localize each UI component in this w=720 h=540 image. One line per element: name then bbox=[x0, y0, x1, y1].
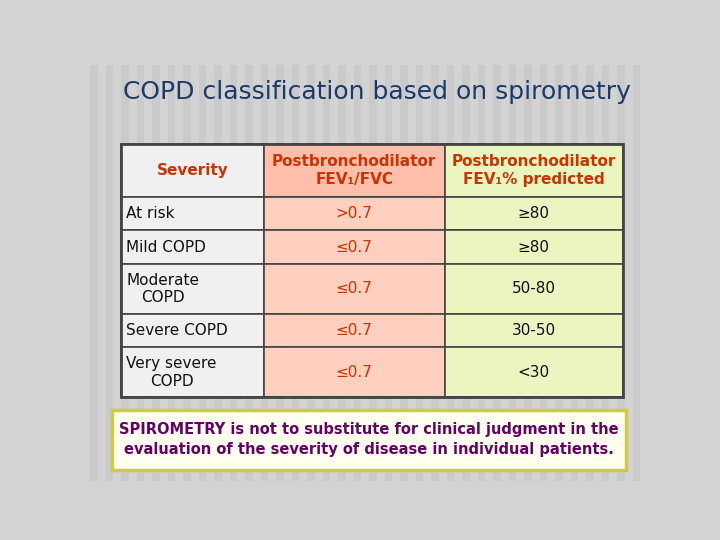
Bar bbox=[121, 144, 264, 197]
Bar bbox=[264, 197, 445, 231]
Text: Postbronchodilator
FEV₁/FVC: Postbronchodilator FEV₁/FVC bbox=[272, 154, 436, 187]
Bar bbox=[445, 314, 623, 347]
Bar bbox=[369, 65, 377, 481]
Bar bbox=[632, 65, 640, 481]
Text: ≥80: ≥80 bbox=[518, 240, 550, 255]
Text: Very severe
COPD: Very severe COPD bbox=[126, 356, 217, 389]
Bar bbox=[570, 65, 578, 481]
Bar bbox=[384, 65, 392, 481]
Bar bbox=[230, 65, 238, 481]
Text: ≤0.7: ≤0.7 bbox=[336, 281, 373, 296]
Bar bbox=[264, 231, 445, 264]
Bar bbox=[121, 197, 264, 231]
Bar bbox=[264, 347, 445, 397]
Bar bbox=[245, 65, 253, 481]
Text: ≥80: ≥80 bbox=[518, 206, 550, 221]
Bar bbox=[214, 65, 222, 481]
Bar bbox=[400, 65, 408, 481]
Bar bbox=[121, 314, 264, 347]
Bar bbox=[264, 144, 445, 197]
Bar bbox=[152, 65, 160, 481]
Bar bbox=[121, 144, 623, 397]
Bar bbox=[292, 65, 300, 481]
Text: COPD classification based on spirometry: COPD classification based on spirometry bbox=[124, 80, 631, 104]
Bar bbox=[354, 65, 361, 481]
Text: Postbronchodilator
FEV₁% predicted: Postbronchodilator FEV₁% predicted bbox=[451, 154, 616, 187]
Bar bbox=[137, 65, 144, 481]
Bar bbox=[445, 144, 623, 197]
Bar bbox=[445, 347, 623, 397]
Text: Mild COPD: Mild COPD bbox=[126, 240, 206, 255]
Text: Moderate
COPD: Moderate COPD bbox=[126, 273, 199, 305]
Bar bbox=[90, 65, 98, 481]
Bar bbox=[508, 65, 516, 481]
Bar bbox=[307, 65, 315, 481]
Bar bbox=[445, 264, 623, 314]
Bar bbox=[462, 65, 469, 481]
Bar bbox=[338, 65, 346, 481]
Bar bbox=[477, 65, 485, 481]
Bar bbox=[445, 231, 623, 264]
Bar bbox=[617, 65, 625, 481]
Bar bbox=[261, 65, 269, 481]
Bar bbox=[586, 65, 594, 481]
Bar bbox=[168, 65, 175, 481]
Text: >0.7: >0.7 bbox=[336, 206, 373, 221]
Bar bbox=[539, 65, 547, 481]
Bar bbox=[106, 65, 113, 481]
Bar bbox=[524, 65, 532, 481]
Text: 30-50: 30-50 bbox=[512, 323, 556, 338]
Text: evaluation of the severity of disease in individual patients.: evaluation of the severity of disease in… bbox=[124, 442, 614, 457]
Text: ≤0.7: ≤0.7 bbox=[336, 323, 373, 338]
Text: SPIROMETRY is not to substitute for clinical judgment in the: SPIROMETRY is not to substitute for clin… bbox=[120, 422, 618, 437]
Bar bbox=[121, 65, 129, 481]
Bar bbox=[323, 65, 330, 481]
Bar bbox=[445, 197, 623, 231]
Bar bbox=[493, 65, 500, 481]
Bar bbox=[264, 314, 445, 347]
Text: <30: <30 bbox=[518, 365, 550, 380]
Bar bbox=[601, 65, 609, 481]
Bar bbox=[121, 264, 264, 314]
Text: ≤0.7: ≤0.7 bbox=[336, 365, 373, 380]
Bar bbox=[431, 65, 438, 481]
Text: At risk: At risk bbox=[126, 206, 175, 221]
Text: Severity: Severity bbox=[156, 163, 228, 178]
Bar bbox=[446, 65, 454, 481]
Bar bbox=[199, 65, 206, 481]
Bar bbox=[264, 264, 445, 314]
Text: 50-80: 50-80 bbox=[512, 281, 556, 296]
Text: ≤0.7: ≤0.7 bbox=[336, 240, 373, 255]
Bar bbox=[183, 65, 191, 481]
Bar bbox=[276, 65, 284, 481]
Text: Severe COPD: Severe COPD bbox=[126, 323, 228, 338]
Bar bbox=[112, 410, 626, 470]
Bar bbox=[415, 65, 423, 481]
Bar bbox=[555, 65, 563, 481]
Bar bbox=[121, 231, 264, 264]
Bar bbox=[121, 347, 264, 397]
